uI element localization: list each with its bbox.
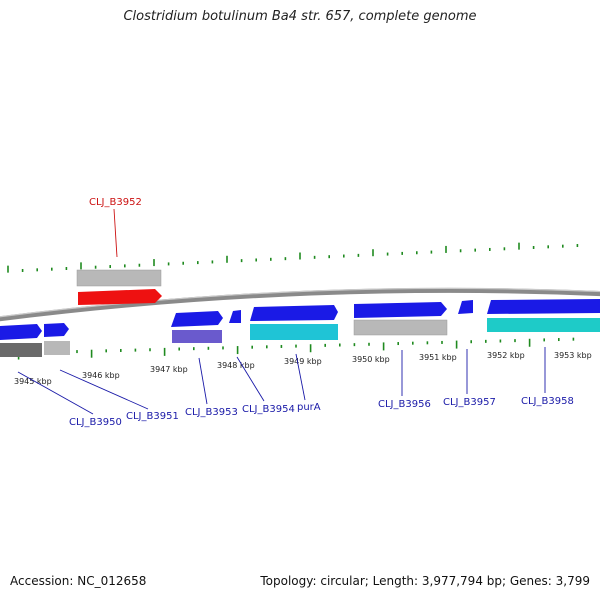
feature-gray-left[interactable] [44, 341, 70, 355]
scale-labels: 3945 kbp 3946 kbp 3947 kbp 3948 kbp 3949 kbp… [14, 351, 592, 386]
gene-label[interactable]: CLJ_B3956 [378, 399, 431, 410]
gene-arrow-clj-b3956[interactable] [354, 302, 447, 318]
gene-arrow-clj-b3958[interactable] [487, 299, 600, 314]
gene-arrow-clj-b3953[interactable] [171, 311, 223, 327]
feature-cyan[interactable] [250, 324, 338, 340]
leader-line [113, 208, 118, 258]
gene-bar-gray-top[interactable] [76, 269, 162, 287]
gene-arrow-clj-b3952[interactable] [78, 289, 162, 305]
scale-label: 3945 kbp [14, 377, 52, 386]
scale-label: 3950 kbp [352, 355, 390, 364]
gene-label[interactable]: CLJ_B3951 [126, 411, 179, 422]
scale-label: 3949 kbp [284, 357, 322, 366]
leader-line [236, 356, 265, 402]
gene-label[interactable]: CLJ_B3957 [443, 397, 496, 408]
scale-label: 3952 kbp [487, 351, 525, 360]
gene-arrow-clj-b3951[interactable] [44, 323, 69, 337]
leader-line [198, 357, 208, 405]
feature-purple[interactable] [172, 330, 222, 343]
gene-label[interactable]: CLJ_B3958 [521, 396, 574, 407]
gene-labels: CLJ_B3952 CLJ_B3950 CLJ_B3951 CLJ_B3953 CLJ_… [69, 197, 574, 428]
gene-arrow-pura[interactable] [250, 305, 338, 321]
gene-label[interactable]: CLJ_B3953 [185, 407, 238, 418]
feature-gray-right[interactable] [353, 319, 448, 336]
gene-arrow-clj-b3954[interactable] [229, 310, 241, 323]
genome-backbone [0, 287, 600, 322]
gene-label[interactable]: CLJ_B3952 [89, 197, 142, 208]
scale-label: 3951 kbp [419, 353, 457, 362]
scale-label: 3947 kbp [150, 365, 188, 374]
genome-summary: Topology: circular; Length: 3,977,794 bp… [260, 574, 590, 588]
map-title: Clostridium botulinum Ba4 str. 657, comp… [123, 9, 477, 24]
scale-label: 3948 kbp [217, 361, 255, 370]
feature-teal[interactable] [487, 318, 600, 332]
leader-line [59, 369, 149, 410]
gene-label[interactable]: CLJ_B3950 [69, 417, 122, 428]
gene-arrow-clj-b3957[interactable] [458, 300, 473, 314]
gene-arrow-clj-b3950[interactable] [0, 324, 42, 340]
leader-line [17, 371, 94, 415]
outer-tick-marks [7, 242, 579, 273]
gene-label[interactable]: purA [297, 402, 321, 413]
accession-label: Accession: NC_012658 [10, 574, 147, 588]
label-leader-lines [17, 208, 546, 415]
scale-label: 3946 kbp [82, 371, 120, 380]
leader-line [295, 353, 306, 401]
gene-label[interactable]: CLJ_B3954 [242, 404, 295, 415]
scale-label: 3953 kbp [554, 351, 592, 360]
feature-dark-gray-left[interactable] [0, 343, 42, 357]
